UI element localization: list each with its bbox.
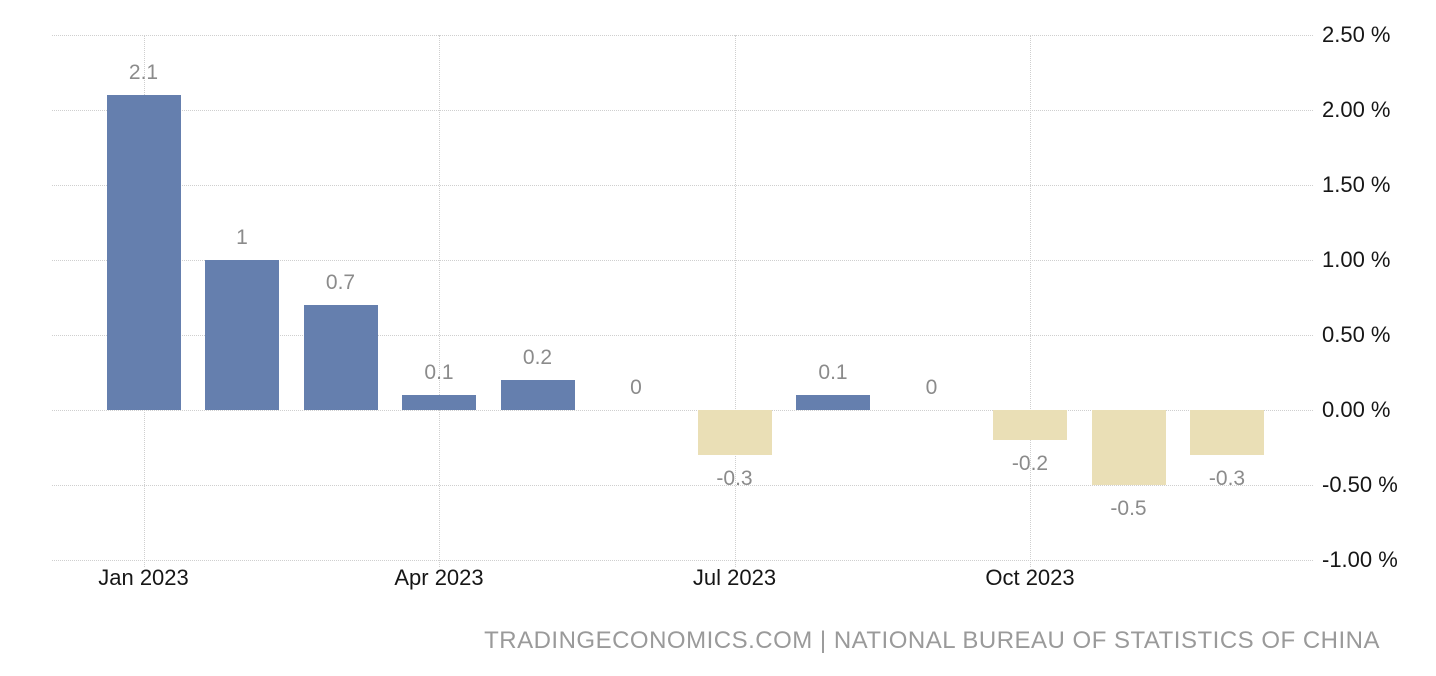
gridline-vertical <box>439 35 440 567</box>
y-axis-tick-label: 1.00 % <box>1322 247 1391 272</box>
x-axis-tick-label: Jan 2023 <box>98 565 189 590</box>
y-axis-tick-label: -1.00 % <box>1322 547 1398 572</box>
bar-value-label: -0.3 <box>1208 467 1246 490</box>
gridline-horizontal <box>52 110 1313 111</box>
bar-aug-2023[interactable] <box>796 395 870 410</box>
attribution-text: TRADINGECONOMICS.COM | NATIONAL BUREAU O… <box>484 627 1380 654</box>
y-axis-tick-label: -0.50 % <box>1322 472 1398 497</box>
x-axis-tick-label: Apr 2023 <box>394 565 484 590</box>
bar-value-label: 0.2 <box>522 346 553 369</box>
bar-nov-2023[interactable] <box>1091 410 1166 485</box>
gridline-horizontal <box>52 260 1313 261</box>
gridline-horizontal <box>52 560 1313 561</box>
bar-value-label: 0 <box>630 376 642 399</box>
bar-value-label: 0.1 <box>424 361 454 384</box>
bar-apr-2023[interactable] <box>402 395 476 410</box>
bar-value-label: 0.7 <box>325 271 356 294</box>
y-axis-tick-label: 2.00 % <box>1322 97 1391 122</box>
y-axis-tick-label: 1.50 % <box>1322 172 1391 197</box>
bar-may-2023[interactable] <box>500 380 575 410</box>
bar-value-label: -0.5 <box>1110 497 1147 520</box>
x-axis-tick-label: Jul 2023 <box>692 565 777 590</box>
bar-value-label: 2.1 <box>128 61 159 84</box>
bar-jul-2023[interactable] <box>697 410 772 455</box>
bar-dec-2023[interactable] <box>1190 410 1264 455</box>
gridline-horizontal <box>52 185 1313 186</box>
bar-oct-2023[interactable] <box>993 410 1067 440</box>
bar-value-label: -0.2 <box>1011 452 1049 475</box>
gridline-horizontal <box>52 410 1313 411</box>
bar-value-label: -0.3 <box>716 467 753 490</box>
y-axis-tick-label: 0.00 % <box>1322 397 1391 422</box>
gridline-horizontal <box>52 485 1313 486</box>
gridline-vertical <box>734 35 736 567</box>
gridline-horizontal <box>52 335 1313 336</box>
x-axis-tick-label: Oct 2023 <box>985 565 1075 590</box>
y-axis-tick-label: 0.50 % <box>1322 322 1391 347</box>
bar-feb-2023[interactable] <box>205 260 279 410</box>
gridline-vertical <box>1030 35 1031 567</box>
gridline-horizontal <box>52 35 1313 36</box>
bar-jan-2023[interactable] <box>106 95 181 410</box>
y-axis-tick-label: 2.50 % <box>1322 22 1391 47</box>
bar-value-label: 0 <box>925 376 938 399</box>
bar-value-label: 0.1 <box>818 361 848 384</box>
bar-mar-2023[interactable] <box>303 305 378 410</box>
bar-value-label: 1 <box>236 226 248 249</box>
